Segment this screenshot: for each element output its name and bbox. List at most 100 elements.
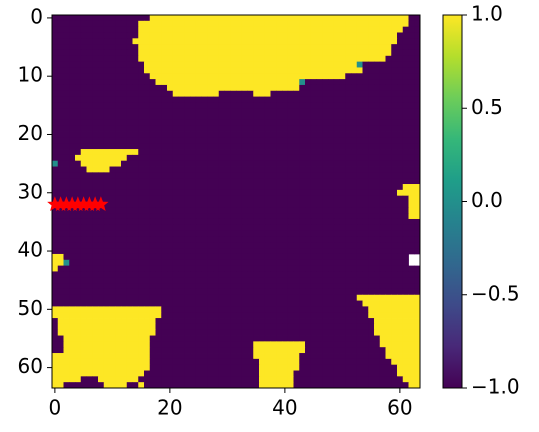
- heatmap-cell: [368, 259, 375, 267]
- heatmap-cell: [138, 178, 145, 185]
- heatmap-cell: [247, 335, 254, 342]
- heatmap-cell: [374, 347, 381, 354]
- heatmap-cell: [138, 300, 145, 307]
- heatmap-cell: [391, 38, 398, 45]
- heatmap-cell: [351, 184, 358, 191]
- heatmap-cell: [356, 294, 363, 301]
- heatmap-cell: [207, 230, 214, 237]
- heatmap-cell: [190, 184, 197, 191]
- heatmap-cell: [345, 61, 352, 68]
- heatmap-cell: [305, 32, 312, 39]
- heatmap-cell: [155, 265, 162, 272]
- heatmap-cell: [351, 283, 358, 290]
- heatmap-cell: [408, 213, 415, 220]
- heatmap-cell: [259, 189, 266, 197]
- heatmap-cell: [103, 108, 110, 115]
- heatmap-cell: [322, 242, 329, 249]
- heatmap-cell: [190, 283, 197, 290]
- heatmap-cell: [333, 102, 340, 109]
- heatmap-cell: [397, 318, 404, 325]
- heatmap-cell: [270, 271, 277, 278]
- heatmap-cell: [276, 271, 283, 278]
- heatmap-cell: [339, 213, 346, 220]
- heatmap-cell: [333, 283, 340, 290]
- heatmap-cell: [356, 347, 363, 354]
- heatmap-cell: [293, 96, 300, 103]
- heatmap-cell: [224, 20, 231, 28]
- heatmap-cell: [287, 259, 294, 267]
- heatmap-cell: [379, 15, 386, 22]
- heatmap-cell: [144, 102, 151, 109]
- heatmap-cell: [103, 61, 110, 68]
- heatmap-cell: [207, 172, 214, 179]
- heatmap-cell: [264, 294, 271, 301]
- heatmap-cell: [184, 242, 191, 249]
- heatmap-cell: [293, 341, 300, 348]
- heatmap-cell: [121, 259, 128, 267]
- heatmap-cell: [293, 358, 300, 366]
- heatmap-cell: [316, 353, 323, 360]
- heatmap-cell: [310, 166, 317, 173]
- heatmap-cell: [414, 172, 421, 179]
- heatmap-cell: [379, 114, 386, 121]
- heatmap-cell: [126, 44, 133, 51]
- heatmap-cell: [287, 189, 294, 197]
- heatmap-cell: [132, 184, 139, 191]
- heatmap-cell: [195, 253, 202, 261]
- heatmap-cell: [339, 137, 346, 144]
- heatmap-cell: [356, 288, 363, 296]
- heatmap-cell: [402, 253, 409, 261]
- heatmap-cell: [218, 67, 225, 74]
- heatmap-cell: [207, 358, 214, 366]
- heatmap-cell: [264, 96, 271, 103]
- heatmap-cell: [379, 131, 386, 138]
- heatmap-cell: [241, 143, 248, 150]
- heatmap-cell: [207, 218, 214, 226]
- heatmap-cell: [270, 213, 277, 220]
- heatmap-cell: [374, 382, 381, 389]
- heatmap-cell: [109, 300, 116, 307]
- heatmap-cell: [259, 38, 266, 45]
- heatmap-cell: [115, 32, 122, 39]
- heatmap-cell: [379, 294, 386, 301]
- heatmap-cell: [213, 300, 220, 307]
- heatmap-cell: [92, 318, 99, 325]
- heatmap-cell: [356, 207, 363, 214]
- heatmap-cell: [224, 32, 231, 39]
- heatmap-cell: [293, 149, 300, 156]
- heatmap-cell: [414, 189, 421, 197]
- heatmap-cell: [356, 189, 363, 197]
- heatmap-cell: [368, 172, 375, 179]
- heatmap-cell: [190, 172, 197, 179]
- heatmap-cell: [408, 84, 415, 92]
- heatmap-cell: [322, 248, 329, 255]
- heatmap-cell: [379, 125, 386, 132]
- heatmap-cell: [149, 242, 156, 249]
- heatmap-cell: [368, 32, 375, 39]
- heatmap-cell: [362, 370, 369, 377]
- heatmap-cell: [414, 294, 421, 301]
- heatmap-cell: [305, 38, 312, 45]
- heatmap-cell: [270, 265, 277, 272]
- heatmap-cell: [264, 323, 271, 331]
- heatmap-cell: [69, 172, 76, 179]
- heatmap-cell: [385, 160, 392, 167]
- heatmap-cell: [195, 15, 202, 22]
- heatmap-cell: [126, 125, 133, 132]
- heatmap-cell: [230, 277, 237, 284]
- heatmap-cell: [69, 213, 76, 220]
- heatmap-cell: [379, 312, 386, 319]
- heatmap-cell: [218, 32, 225, 39]
- heatmap-cell: [92, 125, 99, 132]
- heatmap-cell: [144, 265, 151, 272]
- heatmap-cell: [126, 26, 133, 33]
- heatmap-cell: [92, 259, 99, 267]
- heatmap-cell: [161, 341, 168, 348]
- heatmap-cell: [132, 312, 139, 319]
- heatmap-cell: [374, 312, 381, 319]
- heatmap-cell: [356, 312, 363, 319]
- heatmap-cell: [213, 125, 220, 132]
- heatmap-cell: [276, 312, 283, 319]
- heatmap-cell: [299, 84, 306, 92]
- heatmap-cell: [207, 84, 214, 92]
